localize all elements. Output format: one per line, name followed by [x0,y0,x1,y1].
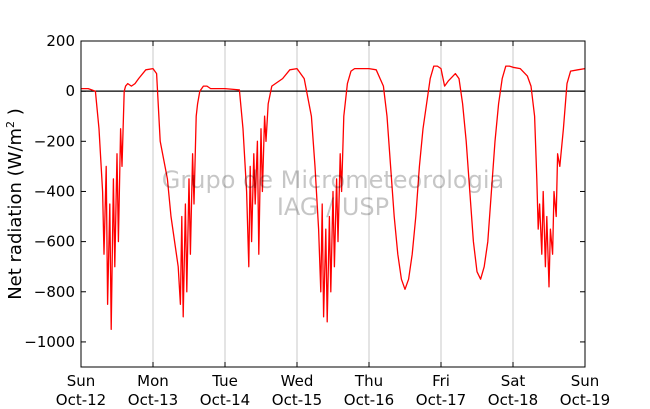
y-tick-label: −1000 [24,333,75,351]
plot-frame [80,40,586,368]
x-tick-date-label: Oct-18 [488,391,538,409]
x-tick-date-label: Oct-15 [272,391,322,409]
x-tick-date-label: Oct-12 [56,391,106,409]
watermark-line-1: Grupo de Micrometeorologia [162,166,504,194]
x-tick-day-label: Sat [501,372,526,390]
y-tick-label: −600 [34,233,75,251]
x-tick-day-label: Sun [67,372,96,390]
y-axis-label-superscript: 2 [4,121,17,128]
y-tick-label: −200 [34,132,75,150]
y-tick-label: −800 [34,283,75,301]
x-tick-day-label: Mon [137,372,169,390]
x-tick-day-label: Wed [281,372,314,390]
y-tick-label: −400 [34,182,75,200]
y-tick-label: 0 [65,82,75,100]
x-tick-labels: SunOct-12MonOct-13TueOct-14WedOct-15ThuO… [56,372,610,409]
watermark: Grupo de Micrometeorologia IAG / USP [162,166,504,221]
x-tick-date-label: Oct-14 [200,391,250,409]
x-tick-day-label: Fri [432,372,450,390]
y-axis-label-main: Net radiation (W/m [5,128,26,300]
series-line-0 [81,65,586,331]
y-tick-label: 200 [46,32,75,50]
x-tick-date-label: Oct-17 [416,391,466,409]
x-tick-date-label: Oct-19 [560,391,610,409]
y-tick-labels: 200 0 −200 −400 −600 −800 −1000 [24,32,75,351]
series-layer [81,65,586,331]
watermark-line-2: IAG / USP [277,193,389,221]
axis-ticks [80,40,586,367]
x-tick-day-label: Tue [211,372,238,390]
y-axis-label-end: ) [5,108,26,121]
x-tick-day-label: Sun [571,372,600,390]
x-tick-date-label: Oct-16 [344,391,394,409]
x-tick-day-label: Thu [354,372,383,390]
x-tick-date-label: Oct-13 [128,391,178,409]
y-axis-label: Net radiation (W/m2 ) [4,108,26,300]
grid-lines [152,41,514,367]
